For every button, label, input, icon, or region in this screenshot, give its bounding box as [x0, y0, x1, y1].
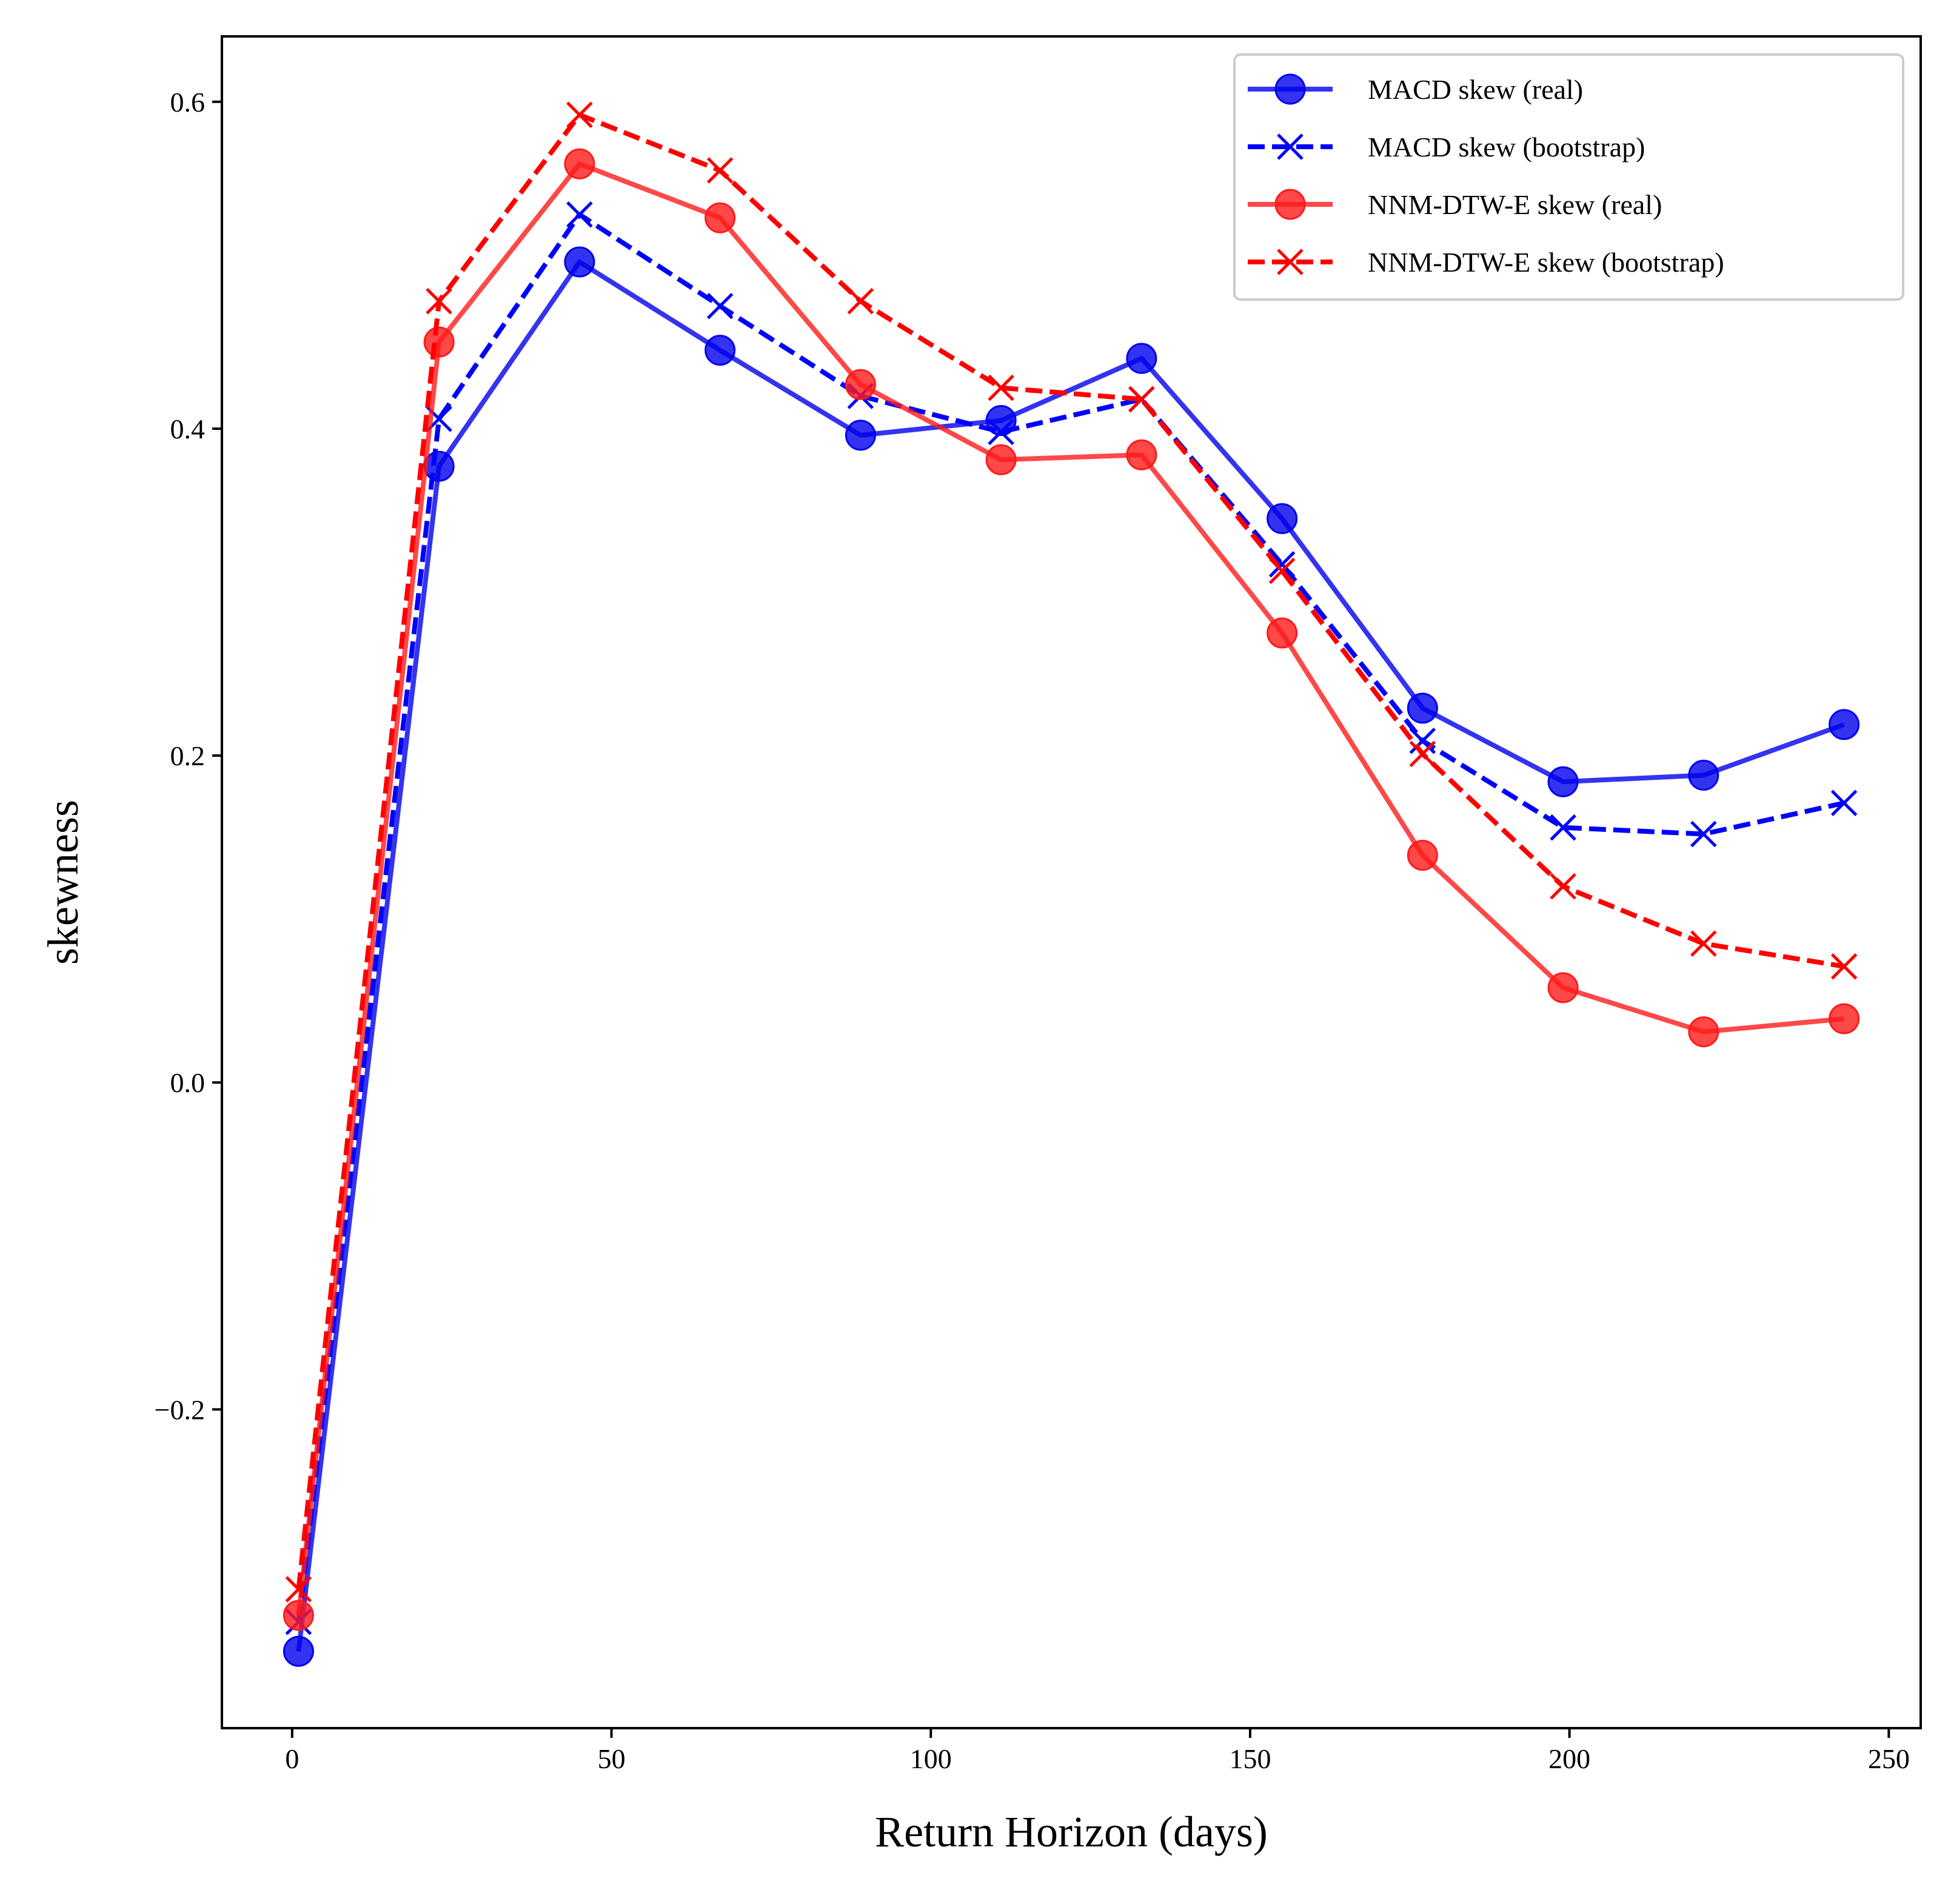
data-point: [1830, 953, 1858, 980]
y-axis-label: skewness: [39, 800, 87, 965]
data-point: [1829, 1003, 1860, 1034]
x-tick-label: 200: [1548, 1743, 1590, 1774]
data-point: [1688, 759, 1719, 791]
legend-label: MACD skew (bootstrap): [1368, 132, 1645, 163]
data-point: [423, 326, 455, 358]
legend-item: NNM-DTW-E skew (real): [1248, 189, 1662, 220]
legend-marker: [1277, 249, 1304, 275]
plot-area: [283, 101, 1860, 1667]
data-point: [1688, 1016, 1719, 1048]
axis-ticks: 0 50 100 150 200 250 −0.2 0.0 0.2 0.4 0.6: [155, 87, 1910, 1774]
data-point: [1126, 439, 1157, 471]
data-point: [1267, 503, 1298, 534]
data-point: [1268, 551, 1296, 578]
data-point: [1407, 840, 1438, 871]
y-tick-label: 0.2: [170, 740, 206, 771]
x-tick-label: 0: [285, 1743, 299, 1774]
data-point: [1690, 820, 1717, 848]
data-point: [705, 335, 736, 366]
legend-item: MACD skew (bootstrap): [1248, 132, 1645, 163]
y-tick-label: −0.2: [155, 1394, 205, 1425]
legend-marker: [1274, 73, 1306, 105]
x-axis-label: Return Horizon (days): [875, 1808, 1268, 1856]
data-point: [283, 1635, 314, 1667]
series-nnm-dtw-e-skew-bootstrap: [285, 101, 1858, 1603]
data-point: [1830, 789, 1858, 817]
legend-label: MACD skew (real): [1368, 74, 1583, 105]
series-line: [296, 260, 1845, 1652]
series-line: [296, 212, 1845, 1623]
legend-box: [1233, 53, 1904, 301]
x-tick-label: 150: [1229, 1743, 1271, 1774]
data-point: [1550, 873, 1576, 900]
y-tick-label: 0.4: [170, 414, 206, 444]
series-line: [296, 161, 1844, 1616]
data-point: [988, 418, 1014, 446]
legend: MACD skew (real) MACD skew (bootstrap) NNM…: [1233, 53, 1904, 301]
data-point: [706, 293, 734, 320]
data-point: [985, 444, 1017, 475]
data-point: [1407, 692, 1438, 724]
data-point: [845, 369, 876, 400]
data-point: [1547, 972, 1579, 1004]
legend-label: NNM-DTW-E skew (real): [1368, 189, 1662, 220]
data-point: [285, 1576, 312, 1603]
data-point: [1829, 709, 1860, 740]
series-macd-skew-real: [283, 246, 1860, 1667]
legend-item: NNM-DTW-E skew (bootstrap): [1248, 247, 1724, 278]
data-point: [988, 374, 1014, 401]
data-point: [564, 246, 595, 278]
y-tick-label: 0.0: [170, 1067, 206, 1098]
x-tick-label: 50: [598, 1743, 626, 1774]
data-point: [1690, 930, 1717, 957]
y-tick-label: 0.6: [170, 87, 206, 118]
series-line: [296, 112, 1845, 1590]
data-point: [1547, 766, 1579, 797]
x-tick-label: 100: [910, 1743, 952, 1774]
data-point: [283, 1600, 314, 1631]
data-point: [847, 287, 874, 315]
data-point: [564, 148, 595, 179]
data-point: [566, 201, 593, 228]
data-point: [1409, 728, 1436, 754]
series-macd-skew-bootstrap: [285, 201, 1858, 1635]
data-point: [705, 202, 736, 233]
data-point: [1128, 386, 1155, 413]
legend-item: MACD skew (real): [1248, 73, 1583, 105]
x-tick-label: 250: [1868, 1743, 1910, 1774]
legend-marker: [1277, 133, 1304, 160]
data-point: [845, 420, 876, 451]
legend-marker: [1274, 189, 1306, 220]
data-point: [1267, 617, 1298, 649]
legend-label: NNM-DTW-E skew (bootstrap): [1368, 247, 1724, 278]
data-point: [1126, 343, 1157, 374]
plot-frame: [221, 35, 1922, 1729]
data-point: [1268, 557, 1296, 585]
data-point: [1409, 740, 1436, 768]
data-point: [1550, 814, 1576, 841]
data-point: [566, 101, 593, 129]
data-point: [426, 287, 452, 315]
series-nnm-dtw-e-skew-real: [283, 148, 1860, 1631]
data-point: [706, 157, 734, 184]
